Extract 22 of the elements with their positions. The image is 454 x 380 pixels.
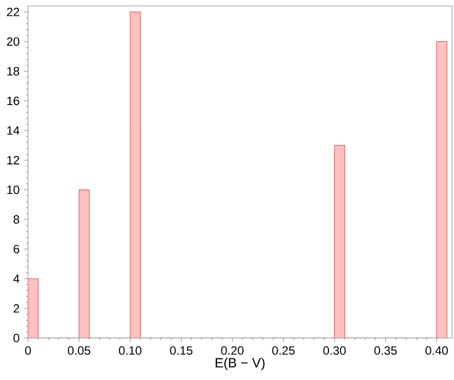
- y-tick-label: 8: [14, 215, 20, 224]
- y-tick-label: 4: [13, 274, 20, 283]
- y-tick-label: 16: [7, 96, 20, 106]
- y-tick-label: 20: [6, 37, 20, 46]
- x-tick-label: 0.25: [272, 346, 295, 355]
- x-tick-label: 0: [25, 346, 31, 355]
- x-tick-label: 0.05: [68, 346, 90, 355]
- x-tick-label: 0.35: [374, 346, 397, 355]
- y-tick-label: 14: [7, 126, 20, 135]
- y-tick-label: 22: [6, 8, 20, 16]
- y-tick-label: 18: [7, 66, 20, 76]
- x-tick-label: 0.30: [323, 346, 346, 355]
- y-tick-label: 10: [7, 186, 20, 194]
- y-tick-label: 2: [14, 304, 20, 313]
- x-tick-label: 0.40: [425, 346, 448, 355]
- x-tick-label: 0.10: [118, 346, 142, 355]
- x-tick-label: 0.20: [221, 346, 244, 355]
- y-tick-label: 12: [7, 156, 20, 164]
- x-axis-title: E(B − V): [216, 358, 265, 370]
- x-tick-label: 0.15: [170, 346, 192, 355]
- y-tick-label: 6: [14, 244, 20, 254]
- y-tick-label: 0: [14, 334, 20, 342]
